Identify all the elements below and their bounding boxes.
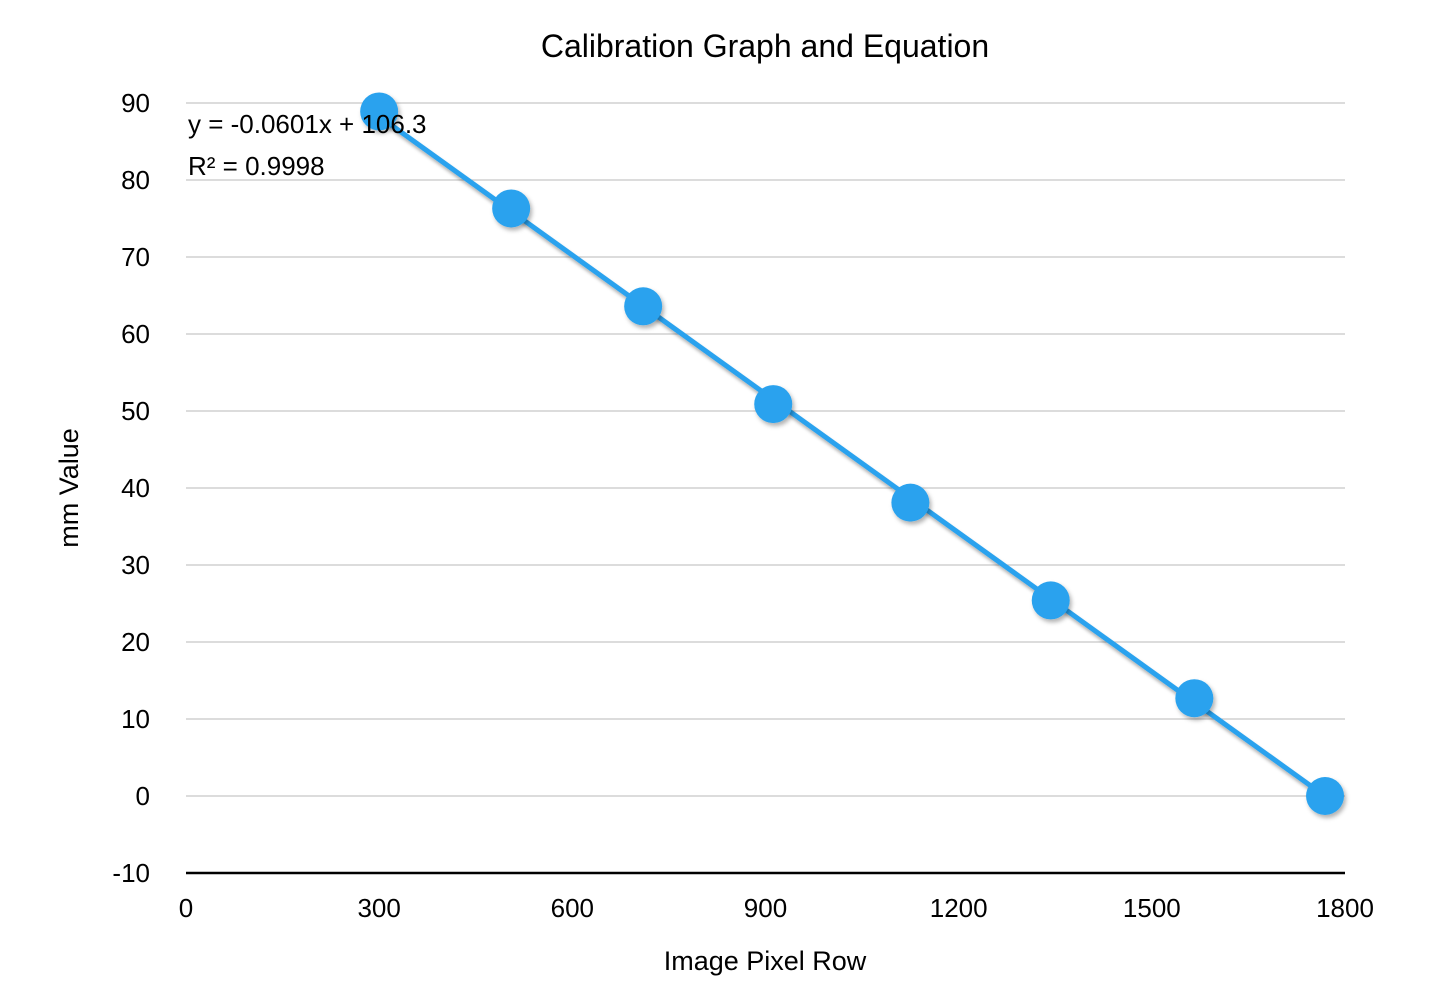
- data-point: [624, 287, 663, 326]
- r-squared-label: R² = 0.9998: [188, 151, 325, 181]
- y-tick-label: 20: [121, 627, 150, 657]
- data-point: [360, 92, 399, 131]
- data-point: [1031, 581, 1070, 620]
- x-axis-title: Image Pixel Row: [664, 946, 867, 976]
- x-tick-label: 0: [179, 893, 193, 923]
- y-tick-label: 50: [121, 396, 150, 426]
- trendline-equation: y = -0.0601x + 106.3: [188, 109, 427, 139]
- chart-title: Calibration Graph and Equation: [541, 28, 989, 64]
- x-tick-label: 1800: [1316, 893, 1374, 923]
- data-point: [1306, 777, 1345, 815]
- y-tick-label: 80: [121, 165, 150, 195]
- y-axis-title: mm Value: [54, 428, 84, 548]
- trendline: [376, 113, 1328, 799]
- data-point: [492, 189, 531, 228]
- gridlines: [186, 102, 1345, 797]
- y-tick-label: 90: [121, 88, 150, 118]
- y-tick-label: 0: [136, 781, 150, 811]
- x-tick-label: 300: [357, 893, 400, 923]
- x-tick-label: 1200: [930, 893, 988, 923]
- x-tick-label: 1500: [1123, 893, 1181, 923]
- y-tick-label: 30: [121, 550, 150, 580]
- x-tick-label: 600: [551, 893, 594, 923]
- y-tick-label: 70: [121, 242, 150, 272]
- x-axis-tick-labels: 0 300 600 900 1200 1500 1800: [179, 893, 1374, 923]
- y-tick-label: 40: [121, 473, 150, 503]
- data-point: [1175, 679, 1214, 718]
- y-tick-label: 10: [121, 704, 150, 734]
- y-tick-label: 60: [121, 319, 150, 349]
- x-tick-label: 900: [744, 893, 787, 923]
- y-tick-label: -10: [112, 858, 150, 888]
- data-points: [360, 92, 1345, 815]
- data-point: [754, 385, 793, 424]
- trendline-group: [376, 113, 1328, 799]
- y-axis-tick-labels: -10 0 10 20 30 40 50 60 70 80 90: [112, 88, 150, 888]
- data-point: [891, 483, 930, 522]
